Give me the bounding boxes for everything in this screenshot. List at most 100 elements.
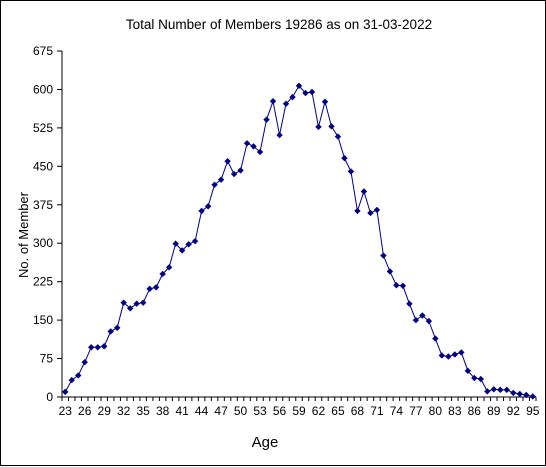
- data-point: [68, 376, 75, 384]
- data-point: [204, 203, 212, 210]
- x-tick-label: 89: [487, 404, 501, 418]
- data-point: [263, 116, 270, 123]
- y-tick-label: 675: [33, 44, 53, 58]
- x-tick-label: 35: [136, 404, 150, 418]
- y-tick-label: 150: [33, 313, 53, 327]
- chart-title: Total Number of Members 19286 as on 31-0…: [126, 17, 432, 32]
- data-point: [503, 386, 510, 394]
- data-point: [334, 133, 342, 140]
- data-point: [308, 88, 316, 96]
- y-tick-label: 375: [33, 198, 53, 212]
- data-point: [237, 167, 244, 174]
- x-tick-label: 29: [98, 404, 112, 418]
- x-tick-label: 92: [507, 404, 521, 418]
- data-point: [88, 344, 95, 351]
- data-point: [302, 89, 309, 97]
- y-tick-label: 225: [33, 275, 53, 289]
- data-point: [347, 168, 355, 175]
- data-points: [62, 82, 536, 400]
- x-tick-label: 32: [117, 404, 131, 418]
- data-point: [516, 390, 523, 398]
- data-point: [445, 353, 452, 360]
- x-axis-label: Age: [252, 434, 279, 451]
- data-point: [380, 252, 387, 259]
- data-point: [321, 98, 329, 105]
- x-tick-label: 41: [175, 404, 189, 418]
- y-axis-label: No. of Member: [16, 191, 31, 278]
- data-point: [341, 154, 348, 162]
- data-point: [315, 123, 322, 131]
- x-tick-label: 95: [526, 404, 540, 418]
- data-point: [139, 299, 147, 306]
- y-axis-ticks: 0 75 150 225 300 375 450 525 600 675: [33, 44, 62, 404]
- y-tick-label: 75: [40, 352, 54, 366]
- data-point: [523, 391, 530, 399]
- data-point: [484, 388, 491, 395]
- data-point: [360, 188, 368, 195]
- data-point: [126, 305, 134, 312]
- data-point: [107, 328, 114, 335]
- data-point: [295, 82, 303, 90]
- data-point: [464, 367, 472, 375]
- data-point: [386, 268, 394, 275]
- x-axis-ticks: 23 26 29 32 35 38 41 44 47 50 53 56 59 62 65 68 71 74 77 80…: [59, 397, 540, 418]
- data-point: [101, 343, 108, 350]
- data-point: [185, 241, 192, 248]
- data-point: [224, 158, 231, 165]
- data-point: [243, 140, 251, 147]
- data-point: [269, 98, 277, 105]
- x-tick-label: 53: [253, 404, 267, 418]
- data-point: [289, 93, 296, 101]
- data-point: [490, 386, 497, 393]
- data-point: [406, 300, 413, 307]
- data-point: [198, 207, 205, 215]
- x-tick-label: 65: [331, 404, 345, 418]
- data-point: [529, 393, 536, 400]
- x-tick-label: 56: [273, 404, 287, 418]
- data-point: [133, 300, 140, 307]
- data-point: [152, 284, 160, 291]
- data-point: [94, 344, 101, 351]
- x-tick-label: 71: [370, 404, 384, 418]
- data-point: [477, 375, 485, 383]
- x-tick-label: 86: [468, 404, 482, 418]
- data-point: [62, 388, 69, 396]
- data-point: [471, 374, 478, 382]
- data-point: [510, 389, 517, 397]
- data-point: [230, 170, 238, 178]
- data-point: [172, 240, 179, 247]
- data-point: [178, 247, 186, 254]
- x-tick-label: 44: [195, 404, 209, 418]
- data-point: [432, 335, 439, 342]
- y-tick-label: 0: [46, 390, 53, 404]
- data-point: [159, 270, 166, 278]
- x-tick-label: 62: [312, 404, 326, 418]
- y-tick-label: 450: [33, 159, 53, 173]
- data-point: [328, 123, 335, 130]
- x-tick-label: 23: [59, 404, 73, 418]
- data-point: [120, 299, 127, 306]
- x-tick-label: 77: [409, 404, 423, 418]
- y-tick-label: 600: [33, 82, 53, 96]
- x-tick-label: 26: [78, 404, 92, 418]
- series-line: [64, 85, 533, 397]
- x-tick-label: 59: [292, 404, 306, 418]
- data-point: [399, 282, 407, 289]
- data-point: [282, 100, 290, 107]
- data-point: [458, 349, 465, 356]
- x-tick-label: 47: [214, 404, 228, 418]
- data-point: [75, 372, 82, 379]
- data-point: [354, 207, 361, 215]
- data-point: [276, 131, 283, 139]
- data-point: [113, 324, 121, 331]
- x-tick-label: 74: [390, 404, 404, 418]
- data-point: [367, 209, 374, 217]
- data-point: [393, 282, 400, 289]
- data-point: [211, 181, 218, 188]
- data-point: [191, 237, 199, 245]
- data-point: [412, 316, 420, 324]
- data-point: [165, 264, 173, 271]
- data-point: [419, 312, 426, 319]
- data-point: [217, 176, 225, 183]
